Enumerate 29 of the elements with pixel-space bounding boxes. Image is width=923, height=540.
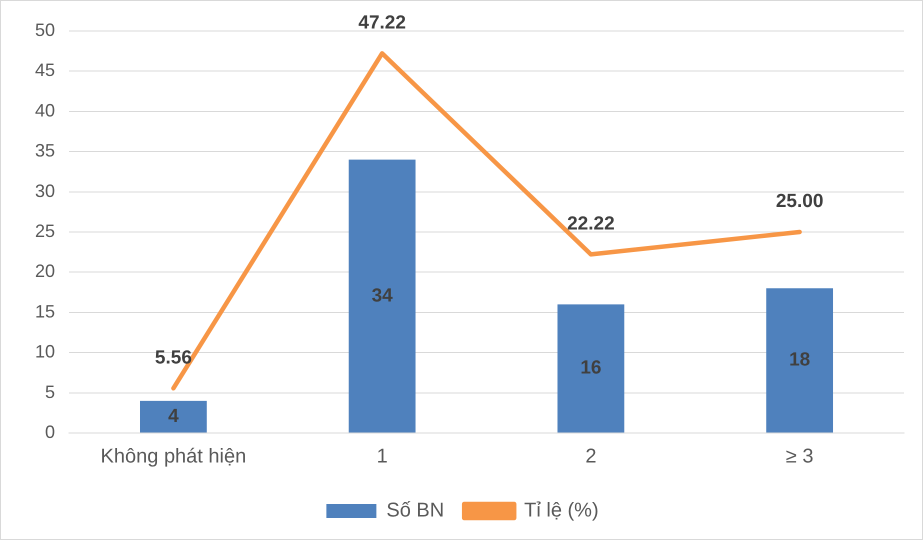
y-tick-label: 30 bbox=[34, 180, 56, 201]
y-tick-label: 10 bbox=[34, 342, 56, 362]
data-label: 25.00 bbox=[776, 191, 824, 212]
y-tick-label: 50 bbox=[34, 20, 56, 40]
y-tick-label: 40 bbox=[34, 100, 56, 120]
legend-label: Số BN bbox=[386, 500, 444, 522]
bar bbox=[557, 304, 624, 432]
legend-label: Tỉ lệ (%) bbox=[524, 500, 599, 522]
y-tick-label: 25 bbox=[34, 220, 56, 241]
data-label: 5.56 bbox=[154, 348, 192, 369]
y-tick-label: 15 bbox=[34, 301, 56, 322]
bar bbox=[140, 400, 207, 432]
data-label: 34 bbox=[372, 285, 394, 306]
y-tick-label: 5 bbox=[45, 382, 56, 402]
data-label: 16 bbox=[580, 358, 602, 379]
x-tick-label: ≥ 3 bbox=[786, 446, 814, 468]
bar bbox=[766, 288, 834, 432]
y-tick-label: 45 bbox=[34, 60, 56, 80]
y-tick-label: 35 bbox=[34, 140, 56, 161]
y-tick-label: 20 bbox=[34, 261, 56, 282]
x-tick-label: 1 bbox=[376, 446, 388, 468]
data-label: 4 bbox=[168, 406, 180, 427]
x-tick-label: 2 bbox=[585, 446, 596, 468]
data-label: 47.22 bbox=[358, 12, 406, 34]
bar bbox=[348, 160, 416, 432]
x-tick-label: Không phát hiện bbox=[100, 446, 246, 468]
data-label: 22.22 bbox=[567, 214, 615, 235]
data-label: 18 bbox=[789, 350, 810, 371]
y-tick-label: 0 bbox=[45, 422, 56, 442]
